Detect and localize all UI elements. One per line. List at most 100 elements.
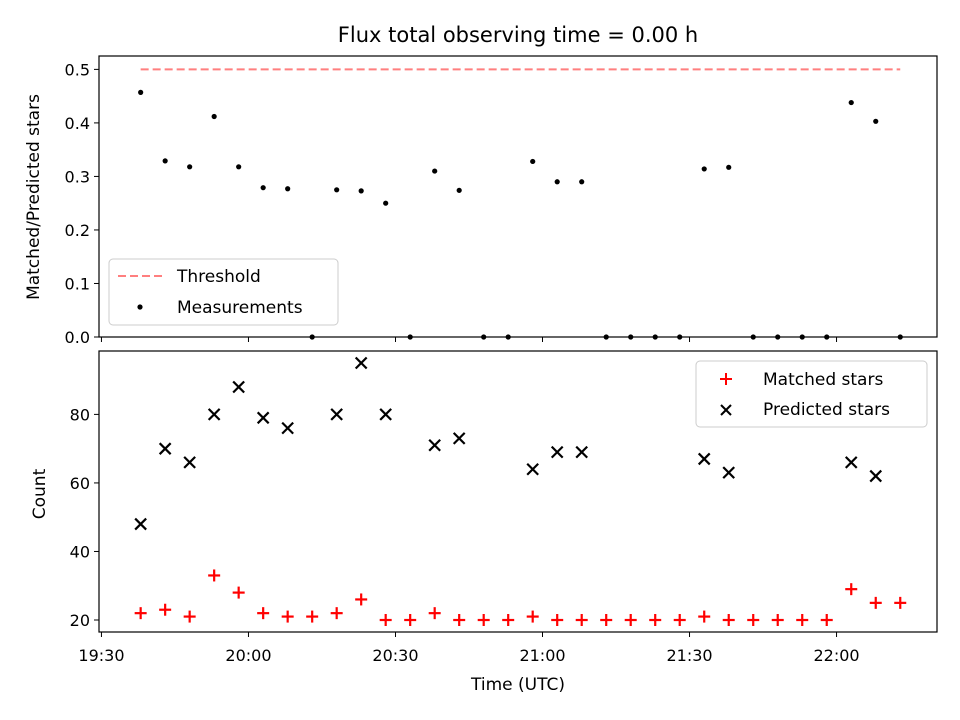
predicted-stars-marker-stroke [207,408,221,421]
measurement-point [138,89,144,95]
predicted-stars-point [256,411,270,425]
matched-stars-point [600,614,613,627]
legend-predicted-label: Predicted stars [763,400,890,420]
bottom-y-tick-label: 40 [70,542,90,561]
x-tick-label: 19:30 [78,646,124,665]
predicted-stars-marker-stroke [575,445,588,459]
legend-matched-label: Matched stars [763,370,883,390]
predicted-stars-point [428,438,441,452]
chart-title: Flux total observing time = 0.00 h [338,23,698,47]
bottom-plot-area [134,356,907,627]
matched-stars-point [894,596,907,609]
predicted-stars-marker-stroke [354,356,368,370]
measurement-point [187,164,193,170]
predicted-stars-marker-stroke [428,438,441,452]
measurement-point [383,200,389,206]
bottom-y-tick-label: 60 [70,474,90,493]
matched-stars-point [379,614,392,627]
matched-stars-point [869,596,882,609]
matched-stars-point [453,614,466,627]
legend-threshold-label: Threshold [176,267,261,287]
matched-stars-point [673,614,686,627]
matched-stars-point [502,614,515,627]
predicted-stars-marker-stroke [134,517,147,531]
matched-stars-point [428,607,441,620]
measurement-point [726,164,732,170]
predicted-stars-point [281,421,294,435]
matched-stars-point [281,610,294,623]
matched-stars-point [722,614,735,627]
x-tick-label: 20:00 [225,646,271,665]
predicted-stars-point [844,456,858,469]
bottom-x-axis: 19:30 20:00 20:30 21:00 21:30 22:00 [78,632,860,665]
measurement-point [530,158,536,165]
predicted-stars-marker-stroke [869,469,883,483]
matched-stars-point [551,614,564,627]
matched-stars-point [183,610,196,623]
predicted-stars-point [207,408,221,421]
predicted-stars-marker-stroke [697,452,711,466]
measurement-point [236,164,242,170]
x-axis-label: Time (UTC) [470,675,565,695]
bottom-legend: Matched stars Predicted stars [695,360,928,428]
x-tick-label: 20:30 [372,646,418,665]
measurement-point [432,168,438,174]
predicted-stars-marker-stroke [526,462,539,476]
top-panel: 0.0 0.1 0.2 0.3 0.4 0.5 Matched/Predicted sta… [24,55,938,347]
predicted-stars-point [869,469,883,483]
matched-stars-point [404,614,417,627]
measurement-point [701,166,707,172]
top-y-tick-label: 0.4 [65,114,90,133]
predicted-stars-marker-stroke [281,421,294,435]
matched-stars-point [820,614,833,627]
top-legend: Threshold Measurements [108,258,339,326]
predicted-stars-point [526,462,539,476]
predicted-stars-point [697,452,711,466]
top-y-axis: 0.0 0.1 0.2 0.3 0.4 0.5 [65,60,99,347]
legend-predicted-marker [720,404,732,416]
predicted-stars-marker-stroke [452,432,466,445]
matched-stars-point [845,583,858,596]
measurement-point [554,179,560,185]
legend-measurements-marker [137,304,143,310]
predicted-stars-marker-stroke [183,456,196,469]
top-y-tick-label: 0.0 [65,328,90,347]
measurement-point [211,113,217,120]
predicted-stars-point [134,517,147,531]
top-legend-box [108,258,339,326]
predicted-stars-point [379,408,392,421]
predicted-stars-marker-stroke [330,408,343,421]
bottom-y-tick-label: 20 [70,611,90,630]
top-y-tick-label: 0.1 [65,274,90,293]
matched-stars-point [747,614,760,627]
top-axes-frame [98,55,938,338]
top-y-axis-label: Matched/Predicted stars [24,94,44,300]
matched-stars-point [796,614,809,627]
predicted-stars-point [232,380,245,394]
bottom-axes-frame [98,350,938,633]
matched-stars-point [208,569,221,582]
matched-stars-point [526,610,539,623]
predicted-stars-point [575,445,588,459]
top-y-tick-label: 0.5 [65,60,90,79]
predicted-stars-marker-stroke [550,445,564,459]
matched-stars-point [306,610,319,623]
matched-stars-point [355,593,368,606]
predicted-stars-marker-stroke [844,456,858,469]
bottom-y-axis: 20 40 60 80 [70,405,99,630]
measurement-point [162,158,168,164]
legend-measurements-label: Measurements [177,298,303,318]
predicted-stars-marker-stroke [256,411,270,425]
predicted-stars-marker-stroke [232,380,245,394]
bottom-y-tick-label: 80 [70,405,90,424]
measurement-point [579,179,585,185]
matched-stars-point [477,614,490,627]
predicted-stars-point [550,445,564,459]
matched-stars-point [771,614,784,627]
bottom-y-axis-label: Count [30,468,50,519]
predicted-stars-point [158,442,172,455]
predicted-stars-point [330,408,343,421]
